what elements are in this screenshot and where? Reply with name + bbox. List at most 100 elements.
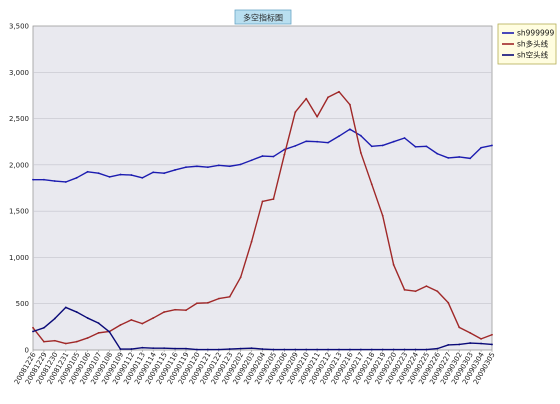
data-point [64,181,67,183]
data-point [64,306,67,309]
data-point [217,297,220,300]
data-point [403,348,406,351]
data-point [86,317,89,319]
y-tick-label: 3,000 [9,69,29,77]
plot-layer: 0 500 1,000 1,500 2,000 2,500 3,000 3,500 20081… [9,23,497,386]
data-point [491,343,493,346]
data-point [392,263,395,266]
data-point [294,111,297,113]
data-point [447,301,450,304]
data-point [174,308,176,311]
series-layer [32,90,493,351]
data-point [414,290,417,293]
legend-label: sh空头线 [517,50,549,60]
data-point [425,145,428,148]
data-point [272,348,275,351]
data-point [196,165,198,168]
data-point [261,155,264,157]
legend-label: sh多头线 [517,39,549,49]
data-point [327,96,329,99]
chart-title: 多空指标图 [243,13,283,23]
y-tick-label: 3,500 [9,23,29,31]
data-point [32,326,34,329]
data-point [425,285,428,288]
data-point [349,128,351,131]
data-point [359,348,362,351]
data-point [447,344,450,346]
data-point [228,348,231,350]
data-point [316,348,319,351]
data-point [370,348,373,351]
data-point [294,144,297,147]
data-point [53,317,56,320]
data-point [392,348,395,351]
data-point [75,340,78,343]
data-point [458,156,461,158]
data-point [338,348,340,351]
data-point [480,146,482,149]
data-point [228,165,231,168]
data-point [206,348,209,351]
data-point [185,347,187,350]
data-point [425,348,428,351]
data-point [305,140,308,143]
data-point [130,174,133,176]
data-point [403,288,406,291]
data-point [185,309,187,312]
data-point [261,200,264,203]
data-point [370,145,373,148]
data-point [217,348,220,351]
data-point [403,137,406,139]
data-point [217,164,220,167]
data-point [130,319,133,321]
data-point [239,347,242,350]
data-point [491,333,493,336]
data-point [239,163,242,166]
y-tick-label: 2,500 [9,115,29,123]
data-point [414,145,417,148]
data-point [436,347,439,350]
legend-label: sh999999 [517,29,555,38]
grid-layer [33,71,492,305]
data-point [53,339,56,342]
data-point [53,180,56,182]
data-point [250,159,253,162]
data-point [196,302,198,305]
data-point [174,169,176,171]
data-point [152,317,155,319]
data-point [359,151,362,154]
data-point [86,337,89,339]
data-point [458,326,461,329]
data-point [196,348,198,351]
data-point [316,115,319,118]
data-point [370,183,373,186]
data-point [86,170,89,173]
data-point [141,322,144,325]
data-point [381,144,384,147]
y-tick-label: 500 [16,300,29,308]
y-tick-label: 0 [25,347,29,355]
data-point [130,348,133,350]
data-point [228,295,231,298]
data-point [338,135,340,138]
data-point [469,331,472,334]
y-axis-ticks: 0 500 1,000 1,500 2,000 2,500 3,000 3,500 [9,23,29,355]
data-point [316,140,319,143]
data-point [119,348,122,350]
data-point [97,331,100,334]
data-point [327,141,329,144]
data-point [447,157,450,159]
data-point [75,311,78,313]
data-point [75,176,78,179]
data-point [381,214,384,217]
data-point [480,342,482,345]
data-point [272,155,275,158]
data-point [469,157,472,160]
data-point [305,97,308,100]
data-point [491,144,493,147]
data-point [283,348,286,351]
chart-title-background [234,9,292,25]
data-point [163,311,166,313]
